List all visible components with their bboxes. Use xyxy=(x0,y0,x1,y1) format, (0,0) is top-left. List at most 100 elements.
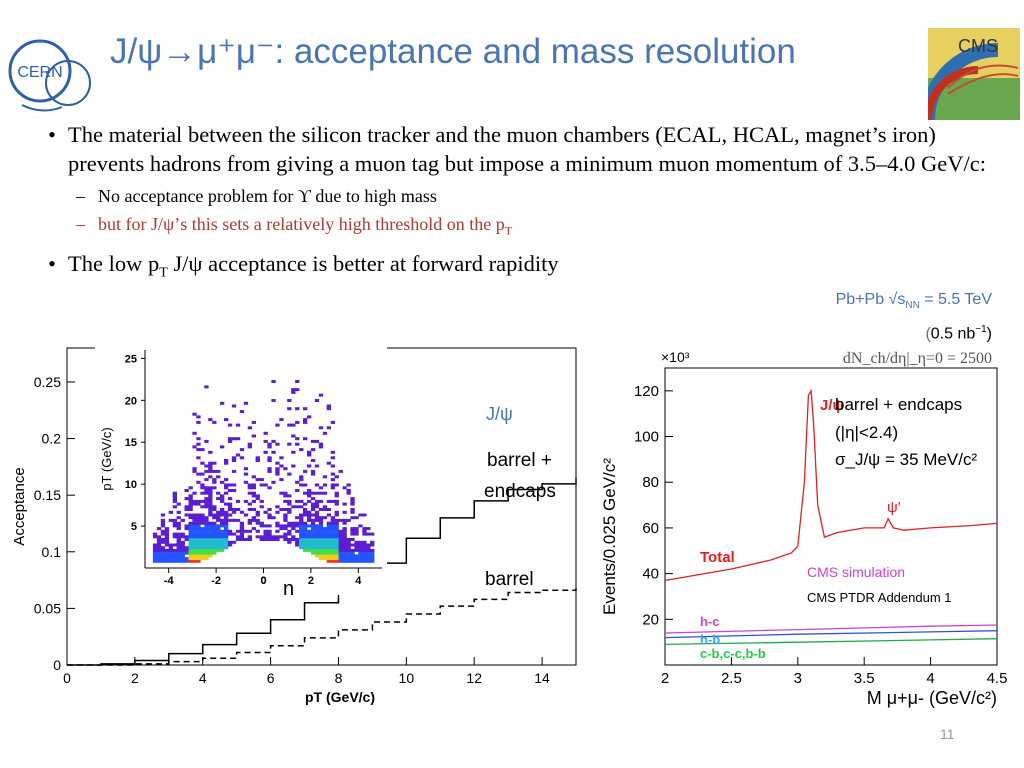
heatmap-cell xyxy=(330,527,335,531)
heatmap-cell xyxy=(362,554,367,558)
heatmap-cell xyxy=(334,532,339,536)
heatmap-cell xyxy=(318,426,324,430)
heatmap-cell xyxy=(204,551,209,555)
heatmap-cell xyxy=(307,540,312,544)
heatmap-cell xyxy=(287,407,292,411)
heatmap-cell xyxy=(283,538,288,541)
sub-bullet-upsilon: – No acceptance problem for ϒ due to high… xyxy=(76,186,437,206)
heatmap-cell xyxy=(204,439,209,443)
heatmap-cell xyxy=(322,543,328,547)
heatmap-cell xyxy=(235,518,241,522)
heatmap-cell xyxy=(291,450,296,454)
heatmap-cell xyxy=(338,518,343,522)
heatmap-cell xyxy=(275,535,280,539)
heatmap-cell xyxy=(235,508,241,511)
heatmap-cell xyxy=(168,554,173,558)
heatmap-cell xyxy=(314,510,320,514)
heatmap-cell xyxy=(362,532,367,536)
heatmap-cell xyxy=(326,535,331,539)
series-line-1 xyxy=(67,588,577,666)
heatmap-cell xyxy=(287,472,292,476)
heatmap-cell xyxy=(295,442,300,446)
heatmap-cell xyxy=(330,516,335,520)
heatmap-cell xyxy=(196,527,201,531)
heatmap-cell xyxy=(247,529,252,533)
heatmap-cell xyxy=(192,527,197,531)
heatmap-cell xyxy=(239,529,245,533)
heatmap-cell xyxy=(152,548,158,552)
heatmap-cell xyxy=(184,524,189,528)
heatmap-cell xyxy=(227,529,233,533)
heatmap-cell xyxy=(164,551,170,555)
heatmap-cell xyxy=(172,559,177,563)
heatmap-cell xyxy=(156,538,162,541)
heatmap-cell xyxy=(224,516,229,520)
x-tick-label: 14 xyxy=(534,670,550,686)
heatmap-cell xyxy=(338,559,343,563)
heatmap-cell xyxy=(224,461,229,465)
heatmap-cell xyxy=(354,554,359,558)
heatmap-cell xyxy=(160,532,166,536)
heatmap-cell xyxy=(326,540,331,544)
heatmap-cell xyxy=(168,551,173,555)
heatmap-cell xyxy=(299,529,304,533)
heatmap-cell xyxy=(220,540,225,544)
heatmap-cell xyxy=(224,524,229,528)
heatmap-cell xyxy=(342,551,347,555)
heatmap-cell xyxy=(220,494,225,498)
heatmap-cell xyxy=(231,508,237,511)
heatmap-cell xyxy=(156,548,162,552)
heatmap-cell xyxy=(287,423,292,427)
heatmap-cell xyxy=(196,415,201,419)
heatmap-cell xyxy=(208,494,213,498)
heatmap-cell xyxy=(251,527,256,531)
heatmap-cell xyxy=(176,551,181,555)
heatmap-cell xyxy=(334,538,339,541)
heatmap-cell xyxy=(247,535,252,539)
heatmap-cell xyxy=(152,551,158,555)
heatmap-cell xyxy=(212,535,217,539)
heatmap-cell xyxy=(192,548,197,552)
heatmap-cell xyxy=(283,524,288,528)
heatmap-cell xyxy=(176,543,181,547)
heatmap-cell xyxy=(172,535,177,539)
heatmap-cell xyxy=(212,521,217,525)
heatmap-cell xyxy=(303,418,308,422)
heatmap-cell xyxy=(216,518,221,522)
heatmap-cell xyxy=(196,480,201,484)
heatmap-cell xyxy=(255,521,260,525)
bullet-forward: The low pT J/ψ acceptance is better at f… xyxy=(48,249,988,288)
heatmap-cell xyxy=(156,554,162,558)
heatmap-cell xyxy=(208,540,213,544)
heatmap-cell xyxy=(334,557,339,561)
heatmap-cell xyxy=(188,540,193,544)
heatmap-cell xyxy=(307,453,312,457)
heatmap-cell xyxy=(200,448,205,452)
heatmap-cell xyxy=(322,431,328,435)
heatmap-cell xyxy=(227,439,233,443)
heatmap-cell xyxy=(239,410,245,413)
heatmap-cell xyxy=(310,502,316,506)
heatmap-cell xyxy=(342,540,347,544)
heatmap-cell xyxy=(172,557,177,561)
bullet-material: The material between the silicon tracker… xyxy=(48,120,988,178)
heatmap-cell xyxy=(342,518,347,522)
heatmap-cell xyxy=(303,508,308,511)
heatmap-cell xyxy=(354,527,359,531)
heatmap-cell xyxy=(275,472,280,476)
heatmap-cell xyxy=(184,513,189,517)
heatmap-cell xyxy=(239,524,245,528)
heatmap-cell xyxy=(334,513,339,517)
heatmap-cell xyxy=(224,521,229,525)
heatmap-cell xyxy=(255,513,260,517)
heatmap-cell xyxy=(231,404,237,408)
heatmap-cell xyxy=(212,461,217,465)
heatmap-cell xyxy=(224,418,229,422)
heatmap-y-tick-label: 5 xyxy=(131,521,137,533)
heatmap-cell xyxy=(239,521,245,525)
heatmap-cell xyxy=(310,546,316,550)
heatmap-cell xyxy=(310,551,316,555)
heatmap-cell xyxy=(243,513,249,517)
heatmap-cell xyxy=(303,527,308,531)
heatmap-cell xyxy=(212,516,217,520)
